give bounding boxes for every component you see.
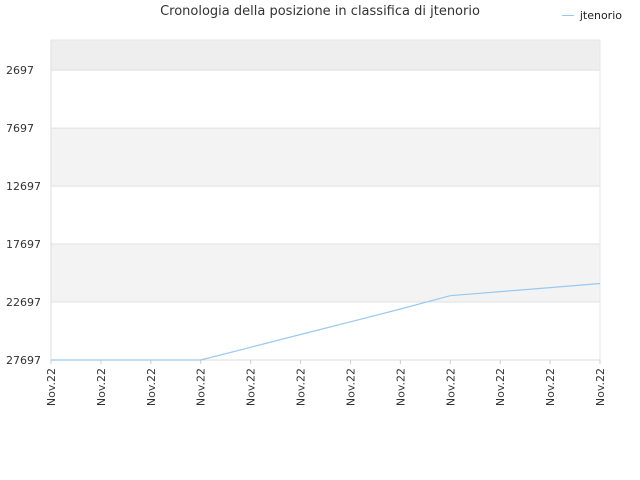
x-tick-label-9: Nov.22 (494, 368, 507, 406)
band-1 (51, 70, 600, 129)
x-tick-label-4: Nov.22 (245, 368, 258, 406)
x-tick-label-10: Nov.22 (544, 368, 557, 406)
legend: jtenorio (561, 9, 622, 22)
x-tick-label-11: Nov.22 (594, 368, 607, 406)
y-tick-label-5: 27697 (6, 354, 41, 367)
x-tick-label-5: Nov.22 (295, 368, 308, 406)
series-line-jtenorio (51, 282, 601, 361)
chart-title: Cronologia della posizione in classifica… (160, 4, 480, 19)
x-tick-label-6: Nov.22 (344, 368, 357, 406)
y-axis-ticks: 2697 7697 12697 17697 22697 27697 (6, 64, 41, 367)
x-tick-label-1: Nov.22 (95, 368, 108, 406)
legend-label-jtenorio: jtenorio (579, 9, 622, 22)
band-4 (51, 244, 600, 303)
background-bands (51, 40, 600, 360)
y-tick-label-4: 22697 (6, 296, 41, 309)
legend-line-swatch (561, 15, 574, 16)
y-tick-label-0: 2697 (6, 64, 34, 77)
series-lines (51, 282, 601, 361)
x-tick-label-8: Nov.22 (444, 368, 457, 406)
band-0 (51, 40, 600, 71)
y-tick-label-2: 12697 (6, 180, 41, 193)
x-tick-label-7: Nov.22 (394, 368, 407, 406)
x-axis-ticks: Nov.22 Nov.22 Nov.22 Nov.22 Nov.22 Nov.22 Nov.… (45, 360, 607, 406)
y-tick-label-3: 17697 (6, 238, 41, 251)
band-2 (51, 128, 600, 187)
x-tick-label-3: Nov.22 (195, 368, 208, 406)
band-5 (51, 302, 600, 360)
band-3 (51, 186, 600, 245)
x-tick-label-2: Nov.22 (145, 368, 158, 406)
x-tick-label-0: Nov.22 (45, 368, 58, 406)
y-tick-label-1: 7697 (6, 122, 34, 135)
